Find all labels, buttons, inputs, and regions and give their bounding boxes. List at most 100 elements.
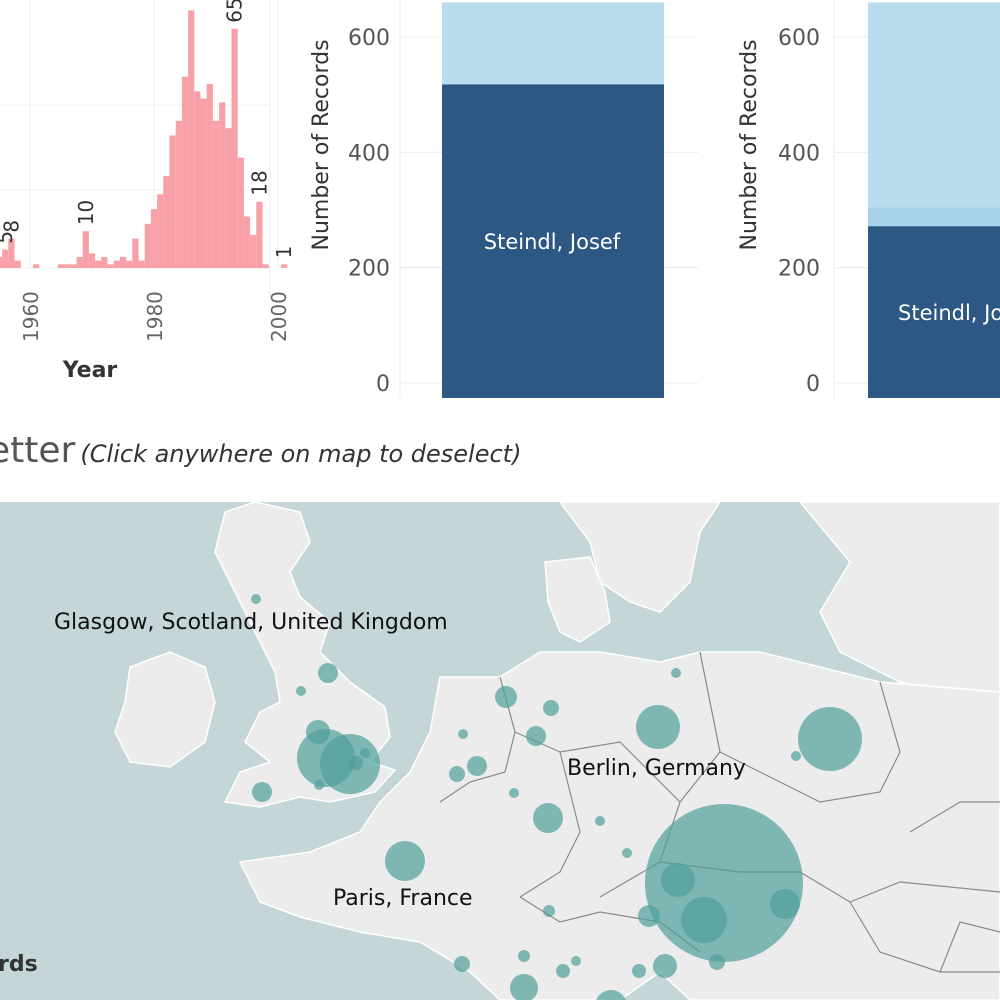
map-bubble[interactable] [556,964,570,978]
histogram-bar[interactable] [113,260,120,268]
map-bubble[interactable] [385,841,425,881]
histogram-bar[interactable] [237,157,244,268]
map-bubble[interactable] [661,863,695,897]
map-bubble[interactable] [251,594,261,604]
histogram-bar[interactable] [206,84,213,268]
histogram-bar[interactable] [231,28,238,268]
histogram-bar[interactable] [169,135,176,268]
map-bubble[interactable] [509,788,519,798]
bar-y-axis-label: Number of Records [737,39,762,250]
histogram-bar[interactable] [281,264,288,268]
records-stacked-bar-chart-2[interactable]: 0 200 400 600 Number of Records Steindl, Jose… [700,0,1000,400]
bar-stack-segment[interactable] [442,84,664,398]
histogram-bar[interactable] [225,128,232,268]
histogram-bar[interactable] [101,256,108,268]
map-bubble[interactable] [571,956,581,966]
histogram-bar[interactable] [76,256,83,268]
histogram-bar[interactable] [70,264,77,268]
map-bubble[interactable] [543,905,555,917]
histogram-bar[interactable] [150,209,158,268]
histogram-x-tick-label: 1980 [143,291,167,342]
map-section-title: etter (Click anywhere on map to deselect… [0,430,521,480]
histogram-bar[interactable] [243,216,251,268]
map-bubble[interactable] [638,905,660,927]
histogram-bar[interactable] [163,176,170,268]
map-bubble[interactable] [296,686,306,696]
letter-origin-map[interactable]: Glasgow, Scotland, United Kingdom Berlin… [0,502,1000,1000]
map-bubble[interactable] [467,756,487,776]
bar-y-tick-label: 600 [348,26,390,51]
histogram-data-label: 5 [0,231,17,244]
map-bubble[interactable] [360,748,370,758]
bar-y-tick-label: 200 [348,257,390,282]
map-bubble[interactable] [449,766,465,782]
map-bubble[interactable] [595,816,605,826]
map-bubble[interactable] [595,990,627,1000]
histogram-bar[interactable] [157,194,164,268]
label-paris: Paris, France [333,886,473,911]
map-bubble[interactable] [533,803,563,833]
bar-y-tick-label: 200 [778,257,820,282]
bar-stack-segment[interactable] [868,2,1000,208]
histogram-bar[interactable] [250,234,257,268]
bar-y-tick-label: 0 [376,372,390,397]
map-bubble[interactable] [770,889,800,919]
histogram-bar[interactable] [82,231,89,268]
histogram-bar[interactable] [262,264,269,268]
histogram-bar[interactable] [14,260,21,268]
histogram-bar[interactable] [88,253,96,268]
histogram-bar[interactable] [126,260,133,268]
histogram-bar[interactable] [107,264,114,268]
map-bubble[interactable] [653,954,677,978]
bar-stack-segment[interactable] [868,226,1000,398]
histogram-bar[interactable] [33,264,40,268]
histogram-bar[interactable] [219,102,226,269]
year-histogram-chart[interactable]: 58 10 65 18 1 1960 1980 2000 Year [0,0,300,395]
records-stacked-bar-chart-1[interactable]: 0 200 400 600 Number of Records Steindl, Jose… [300,0,700,400]
histogram-bar[interactable] [132,238,139,268]
histogram-bar[interactable] [57,264,65,268]
histogram-bar[interactable] [200,98,207,268]
histogram-bar[interactable] [138,260,145,268]
histogram-bar[interactable] [8,238,15,268]
histogram-bar[interactable] [194,91,201,268]
map-bubble[interactable] [671,668,681,678]
bar-y-tick-label: 400 [348,141,390,166]
histogram-data-label: 18 [247,170,271,195]
map-bubble[interactable] [622,848,632,858]
map-bubble[interactable] [314,780,324,790]
histogram-bar[interactable] [188,10,195,269]
histogram-bar[interactable] [181,76,189,268]
map-bubble[interactable] [518,950,530,962]
map-bubble[interactable] [636,705,680,749]
map-bubble[interactable] [681,897,727,943]
histogram-data-label: 65 [223,0,247,23]
histogram-bar[interactable] [144,223,151,268]
histogram-bar[interactable] [2,249,9,268]
map-bubble[interactable] [318,663,338,683]
map-bubble[interactable] [543,700,559,716]
histogram-x-axis-label: Year [62,358,118,383]
histogram-bar[interactable] [0,256,3,268]
map-bubble[interactable] [495,686,517,708]
histogram-bar[interactable] [212,120,220,268]
map-bubble[interactable] [709,954,725,970]
histogram-bar[interactable] [175,120,182,268]
map-bubble[interactable] [458,729,468,739]
histogram-bar[interactable] [119,256,127,268]
map-bubble[interactable] [349,756,363,770]
histogram-bar[interactable] [256,201,263,268]
map-bubble[interactable] [454,956,470,972]
bar-stack-segment[interactable] [868,207,1000,227]
map-bubble[interactable] [510,974,538,1000]
bar-stack-segment[interactable] [442,2,664,85]
bar-y-tick-label: 400 [778,141,820,166]
map-bubble[interactable] [798,707,862,771]
map-bubble[interactable] [632,964,646,978]
map-bubble[interactable] [791,751,801,761]
map-bubble[interactable] [526,726,546,746]
histogram-bar[interactable] [95,260,102,268]
bar-y-axis-label: Number of Records [309,39,334,250]
histogram-bar[interactable] [64,264,71,268]
map-bubble[interactable] [252,782,272,802]
